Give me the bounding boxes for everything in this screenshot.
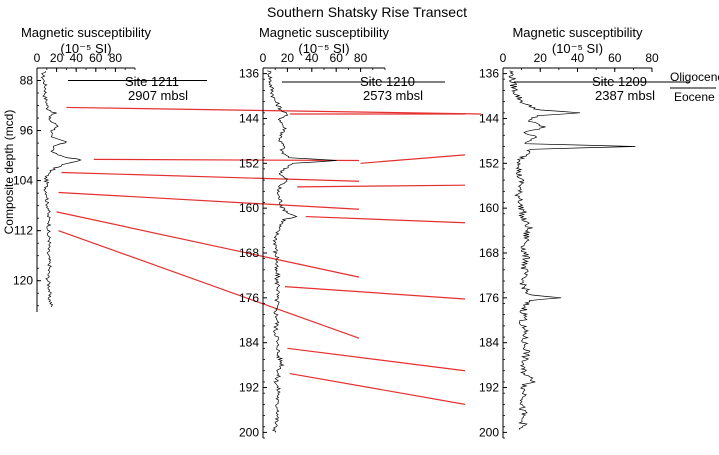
x-axis-label: Magnetic susceptibility — [259, 25, 390, 40]
x-axis-label: Magnetic susceptibility — [21, 25, 152, 40]
x-tick-label: 80 — [645, 51, 659, 65]
site-label: Site 1209 — [592, 74, 647, 89]
correlation-line — [93, 158, 360, 162]
x-tick-label: 20 — [50, 51, 64, 65]
correlation-line — [58, 191, 360, 210]
boundary-label-lower: Eocene — [674, 90, 715, 104]
x-tick-label: 40 — [70, 51, 84, 65]
y-tick-label: 120 — [13, 274, 33, 288]
correlation-line — [61, 171, 360, 182]
correlation-lines — [56, 106, 482, 405]
x-axis-unit: (10⁻⁵ SI) — [552, 41, 603, 56]
y-tick-label: 104 — [13, 174, 33, 188]
x-axis-unit: (10⁻⁵ SI) — [298, 41, 349, 56]
susceptibility-profile — [267, 70, 337, 433]
y-tick-label: 184 — [479, 336, 499, 350]
correlation-line — [289, 372, 466, 405]
correlation-line — [66, 106, 482, 115]
susceptibility-profile — [40, 71, 82, 308]
panel-site-1211: Magnetic susceptibility(10⁻⁵ SI) 0 20 40 60 8… — [13, 25, 207, 312]
y-tick-label: 192 — [479, 381, 499, 395]
y-axis-label: Composite depth (mcd) — [2, 110, 16, 235]
panels: Magnetic susceptibility(10⁻⁵ SI)0 20 40 60 8… — [13, 25, 690, 439]
site-depth-label: 2387 mbsl — [595, 88, 655, 103]
site-label: Site 1211 — [125, 74, 179, 89]
x-tick-label: 80 — [354, 51, 368, 65]
x-tick-label: 40 — [305, 51, 319, 65]
x-tick-label: 60 — [608, 51, 622, 65]
x-tick-label: 0 — [34, 51, 41, 65]
site-depth-label: 2573 mbsl — [363, 88, 423, 103]
correlation-line — [360, 154, 466, 164]
x-axis-unit: (10⁻⁵ SI) — [60, 41, 111, 56]
y-tick-label: 96 — [20, 124, 34, 138]
x-tick-label: 20 — [281, 51, 295, 65]
y-tick-label: 160 — [479, 201, 499, 215]
y-tick-label: 152 — [239, 156, 259, 170]
y-tick-label: 160 — [239, 201, 259, 215]
y-tick-label: 184 — [239, 336, 259, 350]
correlation-line — [284, 286, 466, 300]
y-tick-label: 176 — [239, 291, 259, 305]
correlation-line — [287, 347, 466, 372]
x-axis-label: Magnetic susceptibility — [512, 25, 643, 40]
panel-site-1209: Magnetic susceptibility(10⁻⁵ SI) 0 20 40 60 8… — [479, 25, 690, 439]
y-tick-label: 168 — [239, 246, 259, 260]
boundary-label-upper: Oligocene — [670, 70, 719, 84]
chart-title: Southern Shatsky Rise Transect — [267, 4, 467, 20]
correlation-line — [56, 211, 360, 278]
y-tick-label: 168 — [479, 246, 499, 260]
y-tick-label: 152 — [479, 156, 499, 170]
x-tick-label: 60 — [89, 51, 103, 65]
y-tick-label: 200 — [479, 425, 499, 439]
y-tick-label: 136 — [239, 67, 259, 81]
y-tick-label: 144 — [479, 111, 499, 125]
panel-site-1210: Magnetic susceptibility(10⁻⁵ SI) 0 20 40 60 8… — [239, 25, 445, 439]
y-tick-label: 136 — [479, 67, 499, 81]
x-tick-label: 0 — [500, 51, 507, 65]
x-tick-label: 20 — [534, 51, 548, 65]
site-depth-label: 2907 mbsl — [128, 88, 188, 103]
y-tick-label: 88 — [20, 74, 34, 88]
x-tick-label: 0 — [260, 51, 267, 65]
x-tick-label: 80 — [109, 51, 123, 65]
y-tick-label: 176 — [479, 291, 499, 305]
correlation-line — [58, 230, 360, 339]
site-label: Site 1210 — [360, 74, 415, 89]
x-tick-label: 60 — [330, 51, 344, 65]
y-tick-label: 192 — [239, 381, 259, 395]
susceptibility-profile — [508, 70, 636, 430]
y-tick-label: 144 — [239, 111, 259, 125]
y-tick-label: 112 — [14, 224, 33, 238]
x-tick-label: 40 — [571, 51, 585, 65]
y-tick-label: 200 — [239, 425, 259, 439]
correlation-line — [305, 215, 466, 224]
correlation-line — [297, 184, 466, 188]
